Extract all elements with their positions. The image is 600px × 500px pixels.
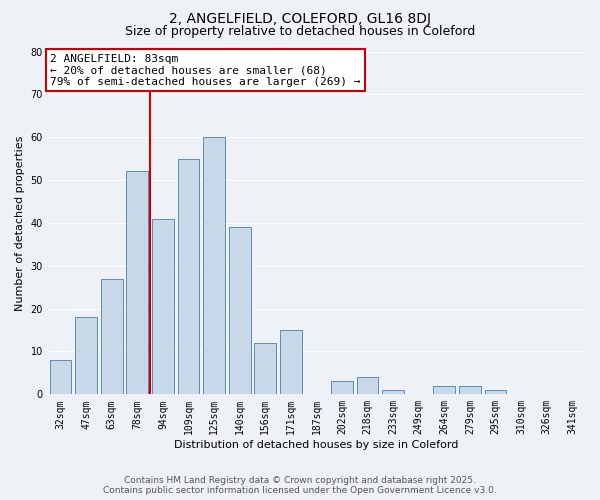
Bar <box>127 172 148 394</box>
Bar <box>433 386 455 394</box>
Bar <box>280 330 302 394</box>
Text: 2, ANGELFIELD, COLEFORD, GL16 8DJ: 2, ANGELFIELD, COLEFORD, GL16 8DJ <box>169 12 431 26</box>
Bar <box>356 377 379 394</box>
Bar <box>178 158 199 394</box>
Text: 2 ANGELFIELD: 83sqm
← 20% of detached houses are smaller (68)
79% of semi-detach: 2 ANGELFIELD: 83sqm ← 20% of detached ho… <box>50 54 361 87</box>
Text: Size of property relative to detached houses in Coleford: Size of property relative to detached ho… <box>125 25 475 38</box>
X-axis label: Distribution of detached houses by size in Coleford: Distribution of detached houses by size … <box>174 440 458 450</box>
Text: Contains HM Land Registry data © Crown copyright and database right 2025.
Contai: Contains HM Land Registry data © Crown c… <box>103 476 497 495</box>
Bar <box>485 390 506 394</box>
Y-axis label: Number of detached properties: Number of detached properties <box>15 135 25 310</box>
Bar <box>101 278 122 394</box>
Bar <box>203 137 225 394</box>
Bar <box>331 382 353 394</box>
Bar <box>152 218 174 394</box>
Bar <box>75 317 97 394</box>
Bar <box>459 386 481 394</box>
Bar <box>382 390 404 394</box>
Bar <box>229 227 251 394</box>
Bar <box>50 360 71 394</box>
Bar <box>254 343 276 394</box>
